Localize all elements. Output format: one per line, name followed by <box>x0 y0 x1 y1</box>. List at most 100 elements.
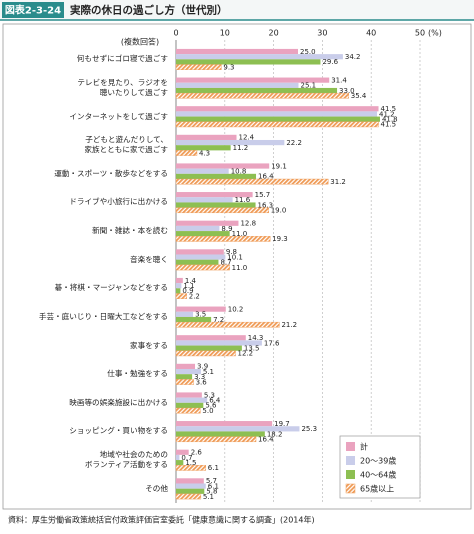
category-label: 新聞・雑誌・本を読む <box>92 226 168 236</box>
bar <box>176 54 343 60</box>
value-label: 17.6 <box>264 339 280 347</box>
value-label: 1.1 <box>183 282 194 290</box>
value-label: 16.3 <box>258 201 274 209</box>
value-label: 21.2 <box>281 321 297 329</box>
legend-swatch <box>346 456 355 465</box>
bar <box>176 192 253 198</box>
bar <box>176 231 230 237</box>
bar <box>176 48 298 55</box>
value-label: 6.1 <box>208 482 219 490</box>
value-label: 13.5 <box>244 344 260 352</box>
legend-swatch <box>345 483 356 494</box>
bar <box>176 106 379 112</box>
header-bg <box>0 0 474 20</box>
value-label: 11.0 <box>232 264 248 272</box>
category-label: 手芸・庭いじり・日曜大工などをする <box>38 311 168 321</box>
bar <box>176 449 189 455</box>
value-label: 19.7 <box>274 420 290 428</box>
bar <box>176 277 183 284</box>
category-label: インターネットをして過ごす <box>69 111 168 121</box>
value-label: 4.3 <box>199 149 210 157</box>
bar <box>176 483 206 489</box>
value-label: 3.5 <box>195 311 206 319</box>
category-label: その他 <box>145 483 168 493</box>
bar <box>176 202 256 208</box>
value-label: 25.0 <box>300 48 316 56</box>
bar <box>176 478 204 484</box>
bar <box>176 374 193 380</box>
bar <box>176 259 219 265</box>
value-label: 10.2 <box>228 305 244 313</box>
bar <box>176 249 224 255</box>
value-label: 9.8 <box>226 248 237 256</box>
bar <box>176 87 338 94</box>
value-label: 11.6 <box>235 196 251 204</box>
value-label: 19.3 <box>272 235 288 243</box>
frame <box>2 23 472 510</box>
bar <box>176 392 202 398</box>
value-label: 33.0 <box>339 87 355 95</box>
value-label: 19.1 <box>271 162 287 170</box>
category-label: 碁・将棋・マージャンなどをする <box>54 283 168 293</box>
bar <box>176 225 220 232</box>
legend-label: 65歳以上 <box>360 484 394 494</box>
x-tick-label: 0 <box>173 29 178 38</box>
bar <box>176 421 273 427</box>
value-label: 10.1 <box>227 253 243 261</box>
bar <box>176 340 262 346</box>
value-label: 5.8 <box>206 488 217 496</box>
value-label: 11.2 <box>233 144 249 152</box>
bar <box>176 168 229 174</box>
category-label: テレビを見たり、ラジオを 聴いたりして過ごす <box>77 77 168 97</box>
bar <box>176 82 299 88</box>
bar <box>176 363 196 369</box>
value-label: 34.2 <box>345 53 361 61</box>
bar <box>175 407 201 414</box>
value-label: 31.4 <box>331 76 347 84</box>
value-label: 5.1 <box>203 368 214 376</box>
value-label: 25.1 <box>300 82 316 90</box>
category-label: 映画等の娯楽施設に出かける <box>69 397 168 407</box>
bar <box>175 293 187 299</box>
category-label: 家事をする <box>130 340 168 350</box>
x-tick-label: 50 <box>415 29 425 38</box>
value-label: 41.5 <box>381 121 397 129</box>
bar <box>175 493 202 500</box>
bar <box>176 145 231 151</box>
bar <box>175 379 194 385</box>
bar <box>176 368 201 375</box>
bar <box>176 311 194 317</box>
value-label: 6.1 <box>208 464 219 472</box>
bar <box>176 283 182 289</box>
bar <box>176 460 184 466</box>
value-label: 41.8 <box>382 115 398 123</box>
bar <box>176 426 300 432</box>
bar <box>176 431 265 437</box>
value-label: 5.6 <box>205 402 217 410</box>
bar <box>176 345 242 351</box>
value-label: 31.2 <box>330 178 346 186</box>
bar <box>175 207 269 214</box>
bar <box>176 397 208 403</box>
bar <box>176 139 285 146</box>
value-label: 41.2 <box>379 110 395 118</box>
figure-label: 図表2-3-24 <box>5 4 61 17</box>
value-label: 16.4 <box>258 436 274 444</box>
bar <box>176 173 257 180</box>
category-label: 子どもと遊んだりして、 家族とともに家で過ごす <box>84 135 168 155</box>
x-tick-label: 10 <box>220 29 230 38</box>
value-label: 8.7 <box>220 259 231 267</box>
value-label: 10.8 <box>231 168 247 176</box>
bar <box>175 121 379 128</box>
category-label: 音楽を聴く <box>130 254 168 264</box>
bar <box>175 92 349 99</box>
category-label: 地域や社会のための ボランティア活動をする <box>84 450 168 470</box>
value-label: 16.4 <box>258 173 274 181</box>
source: 資料：厚生労働省政策統括官付政策評価官室委託「健康意識に関する調査」(2014年… <box>8 515 315 525</box>
value-label: 3.3 <box>194 373 205 381</box>
value-label: 0.9 <box>182 287 193 295</box>
value-label: 41.5 <box>381 105 397 113</box>
bar <box>176 254 226 260</box>
value-label: 5.0 <box>202 407 213 415</box>
